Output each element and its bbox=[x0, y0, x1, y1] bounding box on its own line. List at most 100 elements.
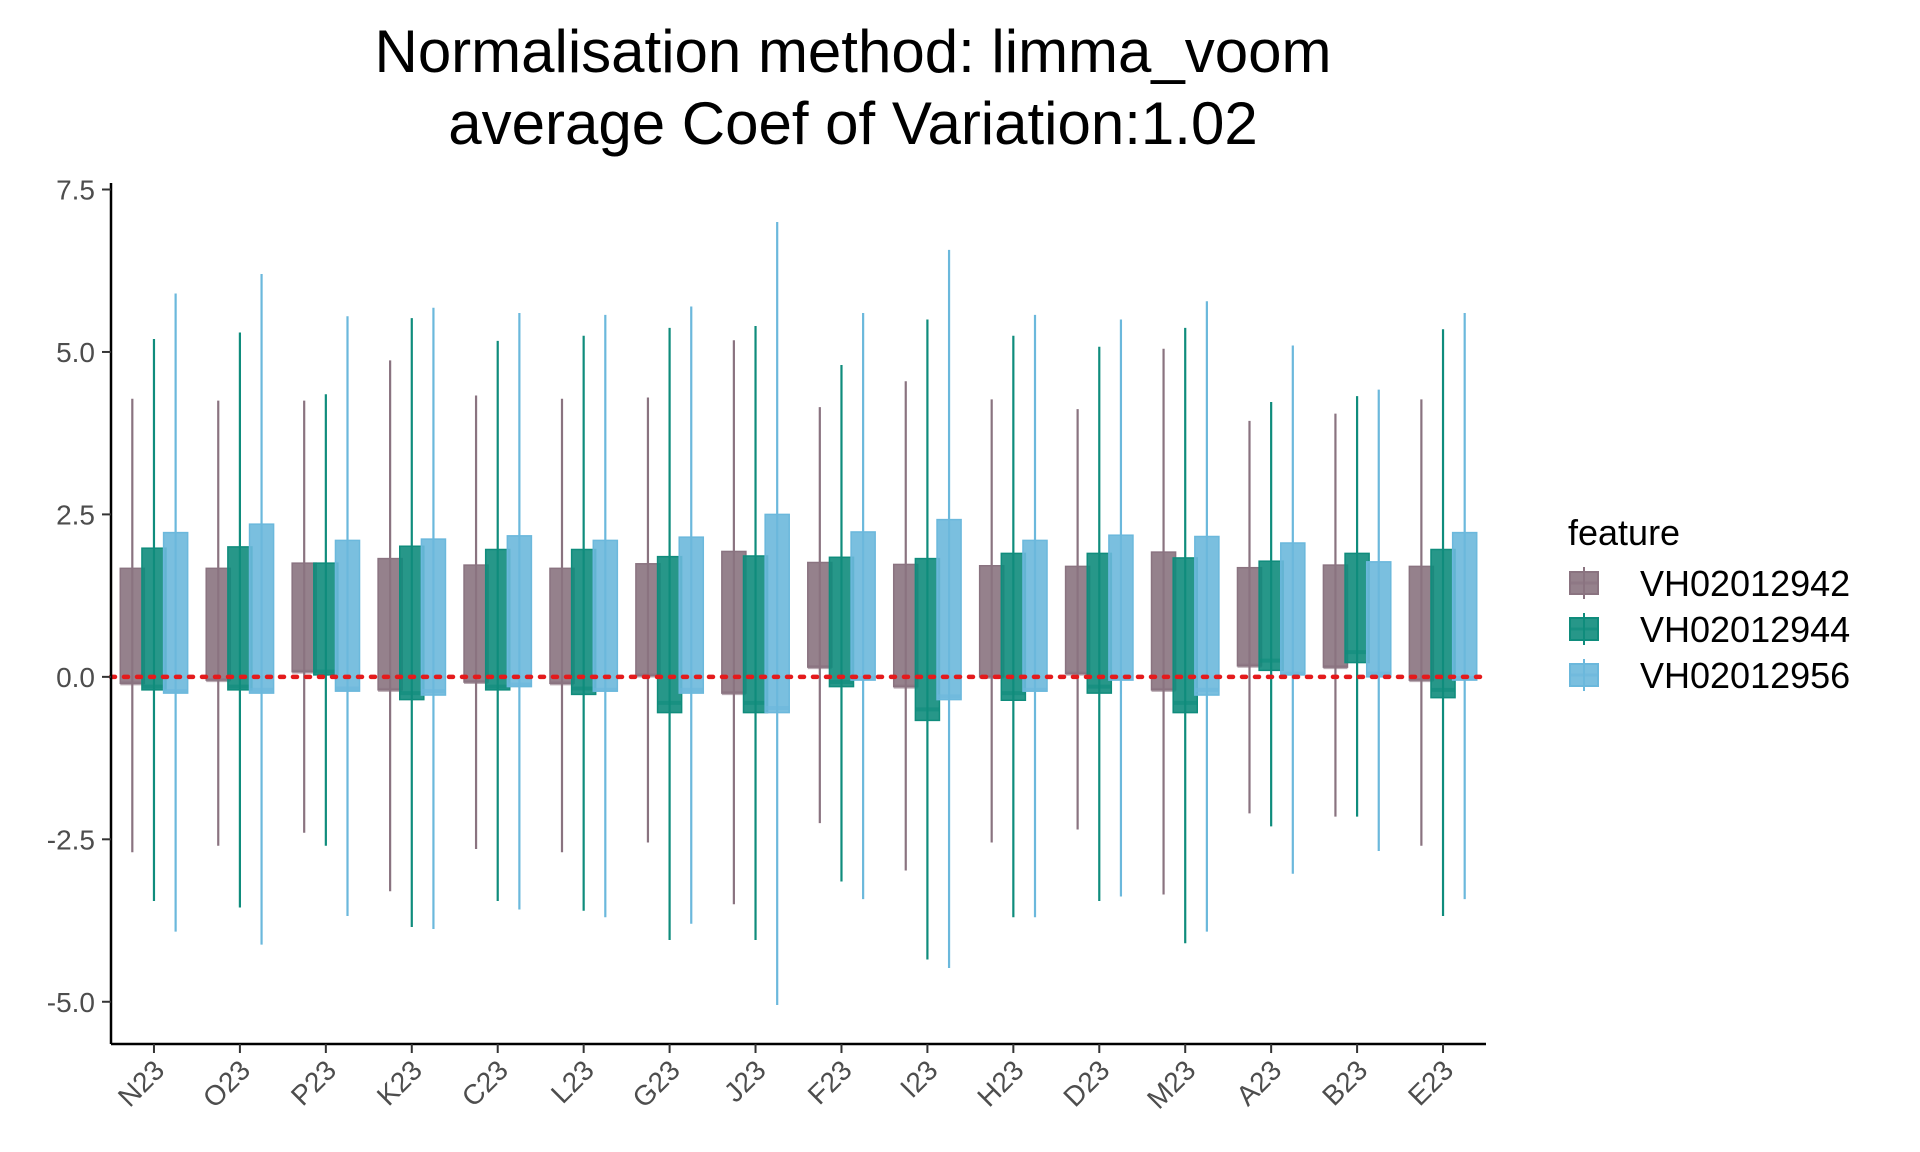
box-VH02012956-M23 bbox=[1194, 301, 1220, 932]
box-body bbox=[1322, 564, 1349, 668]
box-body bbox=[570, 548, 597, 696]
box-body bbox=[1022, 539, 1048, 692]
box-VH02012944-P23 bbox=[313, 394, 339, 846]
y-tick-label: 7.5 bbox=[56, 174, 95, 205]
box-VH02012942-K23 bbox=[377, 360, 403, 892]
box-body bbox=[1451, 531, 1478, 681]
box-body bbox=[678, 536, 705, 694]
box-body bbox=[549, 567, 575, 685]
x-tick-label: F23 bbox=[802, 1054, 858, 1110]
x-tick-label: E23 bbox=[1402, 1054, 1459, 1111]
box-VH02012956-G23 bbox=[678, 306, 705, 924]
box-body bbox=[334, 539, 361, 692]
box-body bbox=[978, 564, 1005, 678]
x-tick-label: J23 bbox=[718, 1054, 772, 1108]
box-VH02012956-O23 bbox=[248, 273, 275, 945]
box-body bbox=[1430, 548, 1456, 699]
box-body bbox=[1258, 560, 1284, 672]
box-body bbox=[721, 550, 747, 694]
box-VH02012956-F23 bbox=[850, 312, 876, 900]
box-body bbox=[1344, 552, 1370, 664]
box-body bbox=[656, 555, 683, 714]
x-tick-label: B23 bbox=[1316, 1054, 1373, 1111]
box-VH02012944-K23 bbox=[399, 318, 425, 928]
box-VH02012956-B23 bbox=[1365, 389, 1392, 852]
box-body bbox=[742, 555, 769, 714]
x-tick-label: C23 bbox=[456, 1054, 514, 1112]
box-body bbox=[248, 523, 275, 694]
box-VH02012942-F23 bbox=[807, 407, 833, 824]
y-tick-label: -5.0 bbox=[47, 987, 95, 1018]
box-body bbox=[850, 531, 876, 681]
box-VH02012944-B23 bbox=[1344, 396, 1370, 817]
box-VH02012956-A23 bbox=[1280, 345, 1306, 874]
legend-title: feature bbox=[1568, 512, 1680, 553]
box-body bbox=[914, 557, 941, 722]
legend-key bbox=[1569, 613, 1599, 645]
box-VH02012942-C23 bbox=[463, 395, 489, 850]
box-body bbox=[205, 567, 232, 681]
y-tick-label: -2.5 bbox=[47, 824, 95, 855]
box-VH02012942-J23 bbox=[721, 340, 747, 905]
box-VH02012944-O23 bbox=[227, 332, 253, 908]
x-tick-label: L23 bbox=[545, 1054, 600, 1109]
y-tick-label: 5.0 bbox=[56, 337, 95, 368]
box-body bbox=[1064, 565, 1091, 675]
box-VH02012944-C23 bbox=[484, 340, 511, 902]
box-VH02012942-N23 bbox=[119, 398, 146, 853]
y-axis-ticks: 7.5 5.0 2.5 0.0 -2.5 -5.0 bbox=[47, 174, 111, 1018]
box-body bbox=[1194, 535, 1220, 696]
box-body bbox=[141, 547, 167, 691]
y-tick-label: 2.5 bbox=[56, 499, 95, 530]
box-VH02012942-P23 bbox=[291, 400, 317, 833]
x-tick-label: P23 bbox=[285, 1054, 342, 1111]
box-VH02012942-E23 bbox=[1408, 399, 1435, 846]
x-tick-label: H23 bbox=[971, 1054, 1029, 1112]
box-VH02012942-I23 bbox=[892, 381, 919, 871]
x-tick-label: D23 bbox=[1057, 1054, 1115, 1112]
box-body bbox=[291, 562, 317, 673]
box-VH02012956-P23 bbox=[334, 316, 361, 916]
box-VH02012944-M23 bbox=[1172, 327, 1198, 944]
box-body bbox=[377, 557, 403, 691]
box-body bbox=[313, 562, 339, 676]
x-tick-label: A23 bbox=[1230, 1054, 1287, 1111]
box-body bbox=[399, 545, 425, 701]
legend-key bbox=[1569, 567, 1599, 599]
box-VH02012956-C23 bbox=[506, 312, 533, 910]
series-VH02012956 bbox=[162, 221, 1478, 1006]
box-body bbox=[1280, 542, 1306, 676]
box-VH02012944-F23 bbox=[828, 364, 855, 882]
box-VH02012956-H23 bbox=[1022, 314, 1048, 918]
box-body bbox=[1108, 534, 1134, 681]
x-tick-label: K23 bbox=[371, 1054, 428, 1111]
box-body bbox=[1408, 565, 1435, 681]
box-VH02012942-H23 bbox=[978, 399, 1005, 843]
series-VH02012942 bbox=[119, 340, 1435, 905]
x-tick-label: M23 bbox=[1141, 1054, 1201, 1114]
plot-area bbox=[108, 221, 1489, 1006]
box-body bbox=[936, 518, 962, 701]
box-VH02012956-J23 bbox=[764, 221, 790, 1006]
x-axis-ticks: N23 O23 P23 K23 C23 L23 G23 J23 F23 I23 H23 D23 M23 A… bbox=[112, 1044, 1459, 1115]
legend-label: VH02012956 bbox=[1640, 655, 1850, 696]
chart-subtitle: average Coef of Variation:1.02 bbox=[448, 90, 1257, 157]
box-body bbox=[227, 546, 253, 691]
box-VH02012944-N23 bbox=[141, 338, 167, 902]
box-VH02012944-E23 bbox=[1430, 329, 1456, 916]
box-VH02012944-A23 bbox=[1258, 401, 1284, 827]
box-body bbox=[463, 564, 489, 683]
legend-label: VH02012942 bbox=[1640, 563, 1850, 604]
x-tick-label: N23 bbox=[112, 1054, 170, 1112]
box-VH02012944-G23 bbox=[656, 327, 683, 941]
legend: feature VH02012942 VH02012944 VH02012956 bbox=[1568, 512, 1850, 696]
box-VH02012942-L23 bbox=[549, 398, 575, 853]
box-body bbox=[828, 556, 855, 688]
box-VH02012956-D23 bbox=[1108, 319, 1134, 897]
box-body bbox=[635, 563, 661, 677]
box-VH02012942-B23 bbox=[1322, 413, 1349, 817]
box-VH02012942-A23 bbox=[1236, 420, 1263, 814]
box-body bbox=[1236, 566, 1263, 667]
x-tick-label: G23 bbox=[626, 1054, 685, 1113]
